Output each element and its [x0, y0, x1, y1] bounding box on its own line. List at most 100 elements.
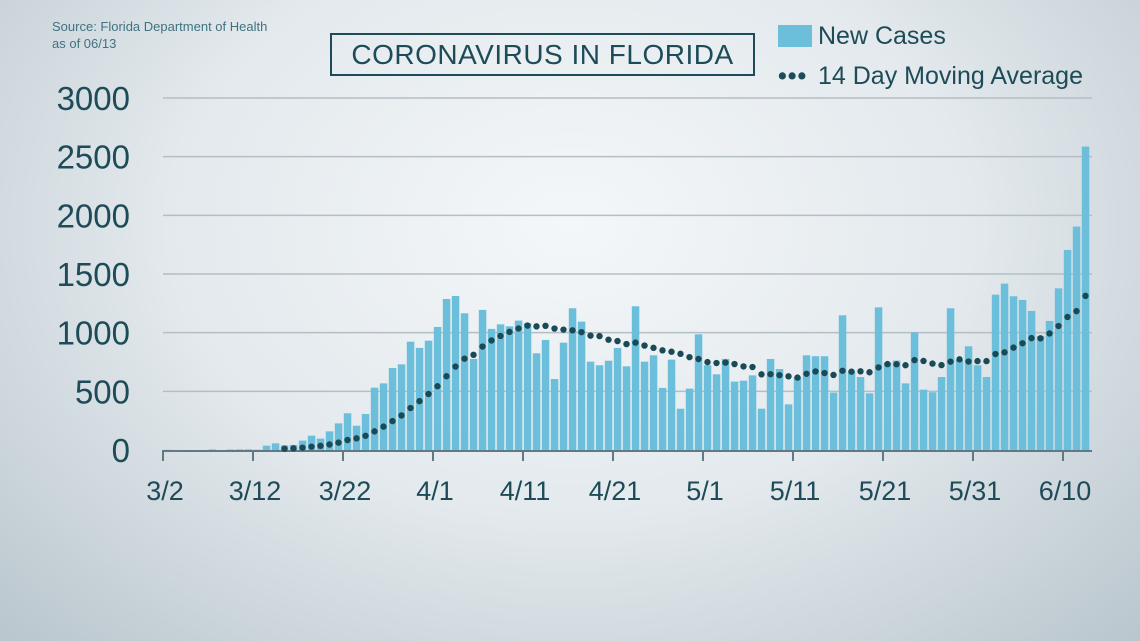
- moving-average-point: [470, 351, 477, 359]
- moving-average-point: [974, 357, 981, 365]
- bar: [325, 431, 334, 450]
- x-tick-label: 4/11: [500, 476, 551, 506]
- moving-average-point: [371, 428, 378, 435]
- moving-average-point: [452, 363, 459, 370]
- x-tick-label: 4/1: [416, 476, 454, 506]
- bar: [505, 326, 514, 450]
- legend: New Cases ••• 14 Day Moving Average: [778, 16, 1083, 96]
- bar: [856, 377, 865, 450]
- moving-average-point: [1064, 313, 1071, 321]
- bar: [577, 321, 586, 450]
- moving-average-point: [992, 350, 999, 358]
- moving-average-point: [614, 337, 621, 345]
- moving-average-point: [416, 397, 423, 405]
- legend-swatch-dots: •••: [778, 62, 808, 90]
- bar: [469, 358, 478, 450]
- moving-average-point: [1037, 335, 1044, 342]
- x-tick-label: 5/21: [859, 476, 912, 506]
- y-tick-label: 1500: [57, 256, 130, 293]
- moving-average-point: [290, 445, 297, 452]
- bar: [919, 389, 928, 450]
- bar: [676, 408, 685, 450]
- bar: [910, 332, 919, 450]
- moving-average-point: [794, 374, 801, 381]
- bar: [640, 361, 649, 450]
- source-note: Source: Florida Department of Health as …: [52, 18, 267, 52]
- bar: [1054, 288, 1063, 450]
- moving-average-point: [461, 355, 468, 362]
- moving-average-point: [758, 371, 765, 378]
- source-line: Source: Florida Department of Health: [52, 19, 268, 34]
- moving-average-point: [362, 432, 369, 439]
- bar: [343, 413, 352, 450]
- moving-average-point: [578, 328, 585, 336]
- moving-average-point: [632, 339, 639, 346]
- bar: [595, 365, 604, 450]
- x-tick-label: 5/31: [949, 476, 1002, 506]
- moving-average-point: [443, 373, 450, 380]
- moving-average-point: [875, 364, 882, 371]
- bar: [550, 379, 559, 450]
- bar: [739, 380, 748, 450]
- x-tick-label: 3/22: [319, 476, 372, 506]
- bar: [586, 361, 595, 450]
- moving-average-point: [677, 350, 684, 358]
- bar: [208, 449, 217, 450]
- moving-average-point: [434, 383, 441, 390]
- moving-average-point: [902, 362, 909, 369]
- y-tick-label: 3000: [57, 80, 130, 117]
- moving-average-point: [425, 390, 432, 398]
- bar: [379, 383, 388, 450]
- x-tick-label: 6/10: [1039, 476, 1092, 506]
- legend-item-new-cases: New Cases: [778, 16, 1083, 56]
- moving-average-point: [1055, 322, 1062, 330]
- bar: [991, 294, 1000, 450]
- bar: [361, 413, 370, 450]
- moving-average-point: [704, 358, 711, 366]
- bar: [388, 367, 397, 450]
- bar: [892, 360, 901, 450]
- moving-average-point: [398, 412, 405, 419]
- moving-average-point: [1001, 349, 1008, 356]
- moving-average-point: [767, 370, 774, 378]
- moving-average-point: [344, 436, 351, 444]
- moving-average-point: [920, 357, 927, 365]
- x-tick-label: 5/1: [686, 476, 724, 506]
- moving-average-point: [848, 368, 855, 375]
- bar: [1036, 335, 1045, 450]
- bar: [847, 371, 856, 450]
- bar: [928, 392, 937, 450]
- moving-average-point: [983, 357, 990, 365]
- moving-average-point: [569, 327, 576, 334]
- bar: [964, 346, 973, 450]
- moving-average-point: [389, 417, 396, 425]
- moving-average-point: [641, 342, 648, 349]
- bar: [631, 306, 640, 450]
- bar: [523, 323, 532, 450]
- moving-average-point: [1046, 330, 1053, 337]
- moving-average-point: [1082, 292, 1089, 300]
- legend-item-moving-average: ••• 14 Day Moving Average: [778, 56, 1083, 96]
- bar: [838, 315, 847, 450]
- moving-average-point: [335, 439, 342, 446]
- moving-average-point: [1010, 344, 1017, 351]
- bar: [451, 295, 460, 450]
- x-tick-label: 3/12: [229, 476, 282, 506]
- moving-average-point: [506, 328, 513, 336]
- moving-average-point: [308, 443, 315, 450]
- moving-average-point: [893, 361, 900, 368]
- moving-average-point: [740, 363, 747, 370]
- moving-average-point: [407, 404, 414, 412]
- bar: [568, 308, 577, 450]
- moving-average-point: [524, 322, 531, 329]
- moving-average-point: [650, 344, 657, 352]
- moving-average-point: [533, 323, 540, 330]
- moving-average-point: [938, 361, 945, 369]
- bar: [793, 377, 802, 450]
- bar: [244, 449, 253, 450]
- bar: [460, 313, 469, 450]
- bar: [604, 360, 613, 450]
- moving-average-point: [1019, 340, 1026, 347]
- moving-average-point: [686, 353, 693, 361]
- bar: [694, 334, 703, 450]
